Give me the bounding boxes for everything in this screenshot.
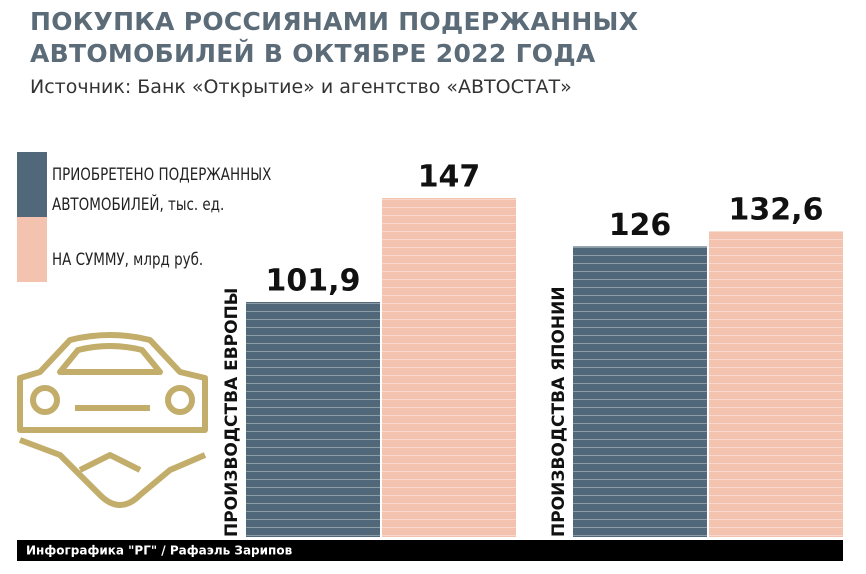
bar-stripes (382, 198, 516, 537)
value-label: 101,9 (266, 264, 361, 299)
car-icon (17, 332, 208, 508)
value-label: 132,6 (729, 193, 824, 228)
category-label: ПРОИЗВОДСТВА ЕВРОПЫ (222, 288, 242, 537)
value-label: 126 (609, 208, 672, 243)
bar-stripes (246, 302, 380, 537)
chart-title: ПОКУПКА РОССИЯНАМИ ПОДЕРЖАННЫХ АВТОМОБИЛ… (30, 7, 639, 68)
category-label: ПРОИЗВОДСТВА ЯПОНИИ (549, 286, 569, 537)
bar-stripes (709, 231, 843, 537)
value-label: 147 (418, 160, 481, 195)
credit: Инфографика "РГ" / Рафаэль Зарипов (26, 544, 293, 558)
legend-swatch (17, 217, 47, 282)
legend-label: ПРИОБРЕТЕНО ПОДЕРЖАННЫХ АВТОМОБИЛЕЙ, тыс… (52, 165, 272, 215)
legend-swatch (17, 152, 47, 217)
bar-stripes (573, 246, 707, 537)
legend-label: НА СУММУ, млрд руб. (52, 250, 204, 270)
chart-subtitle: Источник: Банк «Открытие» и агентство «А… (30, 76, 572, 98)
footer-bar (17, 540, 843, 561)
legend-text: ПРИОБРЕТЕНО ПОДЕРЖАННЫХ АВТОМОБИЛЕЙ, тыс… (52, 165, 272, 270)
